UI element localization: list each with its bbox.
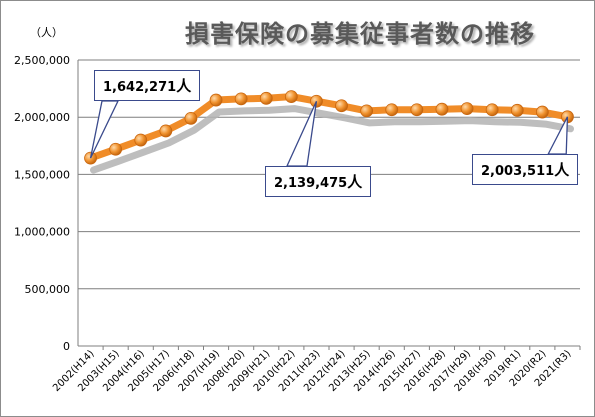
annotation-callout-2011: 2,139,475人 [265, 166, 372, 197]
data-point [335, 99, 348, 113]
y-tick-label: 1,000,000 [14, 226, 70, 239]
series-shadow [90, 105, 574, 174]
data-point [485, 103, 499, 117]
y-tick-label: 2,500,000 [14, 54, 70, 67]
data-point [259, 91, 273, 105]
data-point [184, 111, 198, 125]
y-axis-unit-label: （人） [30, 26, 63, 39]
data-point [535, 105, 549, 119]
data-point [460, 102, 474, 116]
annotation-callout-2021: 2,003,511人 [472, 154, 579, 185]
y-tick-labels: 0 500,000 1,000,000 1,500,000 2,000,000 2,500… [14, 54, 70, 353]
data-point [209, 93, 223, 107]
y-tick-label: 1,500,000 [14, 168, 70, 181]
data-point [109, 142, 123, 156]
data-point [360, 104, 374, 118]
y-tick-label: 2,000,000 [14, 111, 70, 124]
y-tick-label: 0 [63, 340, 70, 353]
annotation-value: 2,003,511 [481, 164, 555, 179]
data-point [284, 90, 298, 104]
data-point [134, 133, 148, 147]
annotation-unit: 人 [176, 77, 192, 95]
data-point [435, 102, 449, 116]
annotation-value: 1,642,271 [103, 80, 177, 95]
data-point [385, 103, 399, 117]
data-point [234, 92, 248, 106]
chart-title: 損害保険の募集従事者数の推移 [185, 20, 535, 48]
y-tick-label: 500,000 [25, 283, 71, 296]
annotation-callout-2002: 1,642,271人 [94, 70, 201, 101]
annotation-unit: 人 [347, 173, 363, 191]
series-shadow-line [90, 105, 574, 174]
data-point [159, 124, 173, 138]
annotation-value: 2,139,475 [274, 176, 348, 191]
callout-leader [89, 100, 120, 159]
data-point [410, 103, 424, 117]
data-point [510, 103, 524, 117]
x-tick-labels: 2002(H14)2003(H15)2004(H16)2005(H17)2006… [51, 346, 581, 394]
data-points [84, 90, 574, 165]
annotation-unit: 人 [554, 161, 570, 179]
